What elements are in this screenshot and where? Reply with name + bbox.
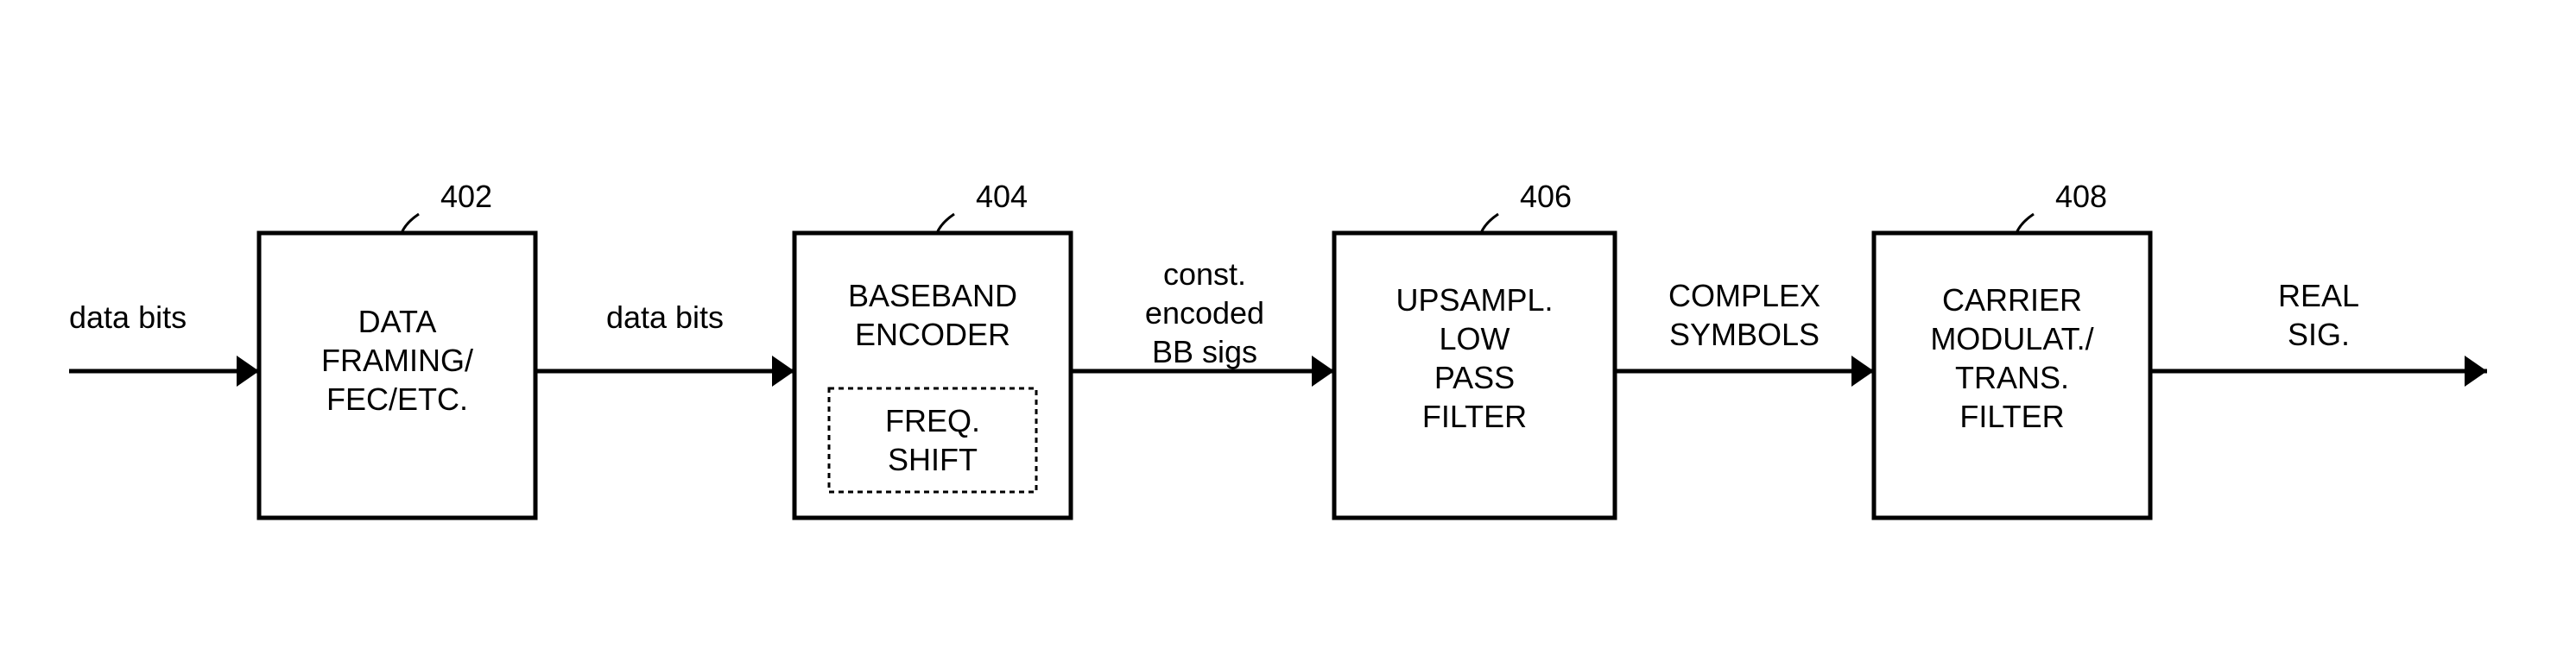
block-data-framing-text: FEC/ETC. xyxy=(326,381,468,417)
block-freq-shift-text: FREQ. xyxy=(885,403,980,438)
block-upsample-filter-text: LOW xyxy=(1439,321,1510,356)
lbl-a2: BB sigs xyxy=(1152,334,1257,369)
input-label: data bits xyxy=(69,299,187,335)
block-baseband-encoder-connector xyxy=(937,214,954,233)
block-data-framing-connector xyxy=(402,214,419,233)
block-baseband-encoder-text: ENCODER xyxy=(855,317,1010,352)
block-upsample-filter-text: FILTER xyxy=(1422,399,1527,434)
block-carrier-modulator-text: MODULAT./ xyxy=(1930,321,2093,356)
block-freq-shift-text: SHIFT xyxy=(888,442,978,477)
lbl-a2: encoded xyxy=(1145,295,1264,331)
block-upsample-filter-connector xyxy=(1481,214,1498,233)
lbl-a2: const. xyxy=(1163,256,1246,292)
block-carrier-modulator-text: FILTER xyxy=(1959,399,2064,434)
block-carrier-modulator-connector xyxy=(2016,214,2034,233)
lbl-a3: COMPLEX xyxy=(1668,278,1820,313)
block-baseband-encoder-number: 404 xyxy=(976,179,1028,214)
block-carrier-modulator-text: CARRIER xyxy=(1942,282,2082,318)
block-data-framing-text: DATA xyxy=(358,304,437,339)
block-upsample-filter-text: PASS xyxy=(1434,360,1515,395)
block-data-framing-text: FRAMING/ xyxy=(321,343,473,378)
lbl-a3: SYMBOLS xyxy=(1669,317,1820,352)
block-carrier-modulator-number: 408 xyxy=(2055,179,2107,214)
block-carrier-modulator-text: TRANS. xyxy=(1955,360,2069,395)
lbl-a4: REAL xyxy=(2278,278,2359,313)
lbl-a4: SIG. xyxy=(2288,317,2350,352)
lbl-a1: data bits xyxy=(606,299,724,335)
block-data-framing-number: 402 xyxy=(440,179,492,214)
block-upsample-filter-text: UPSAMPL. xyxy=(1396,282,1553,318)
block-upsample-filter-number: 406 xyxy=(1520,179,1572,214)
block-baseband-encoder-text: BASEBAND xyxy=(848,278,1017,313)
